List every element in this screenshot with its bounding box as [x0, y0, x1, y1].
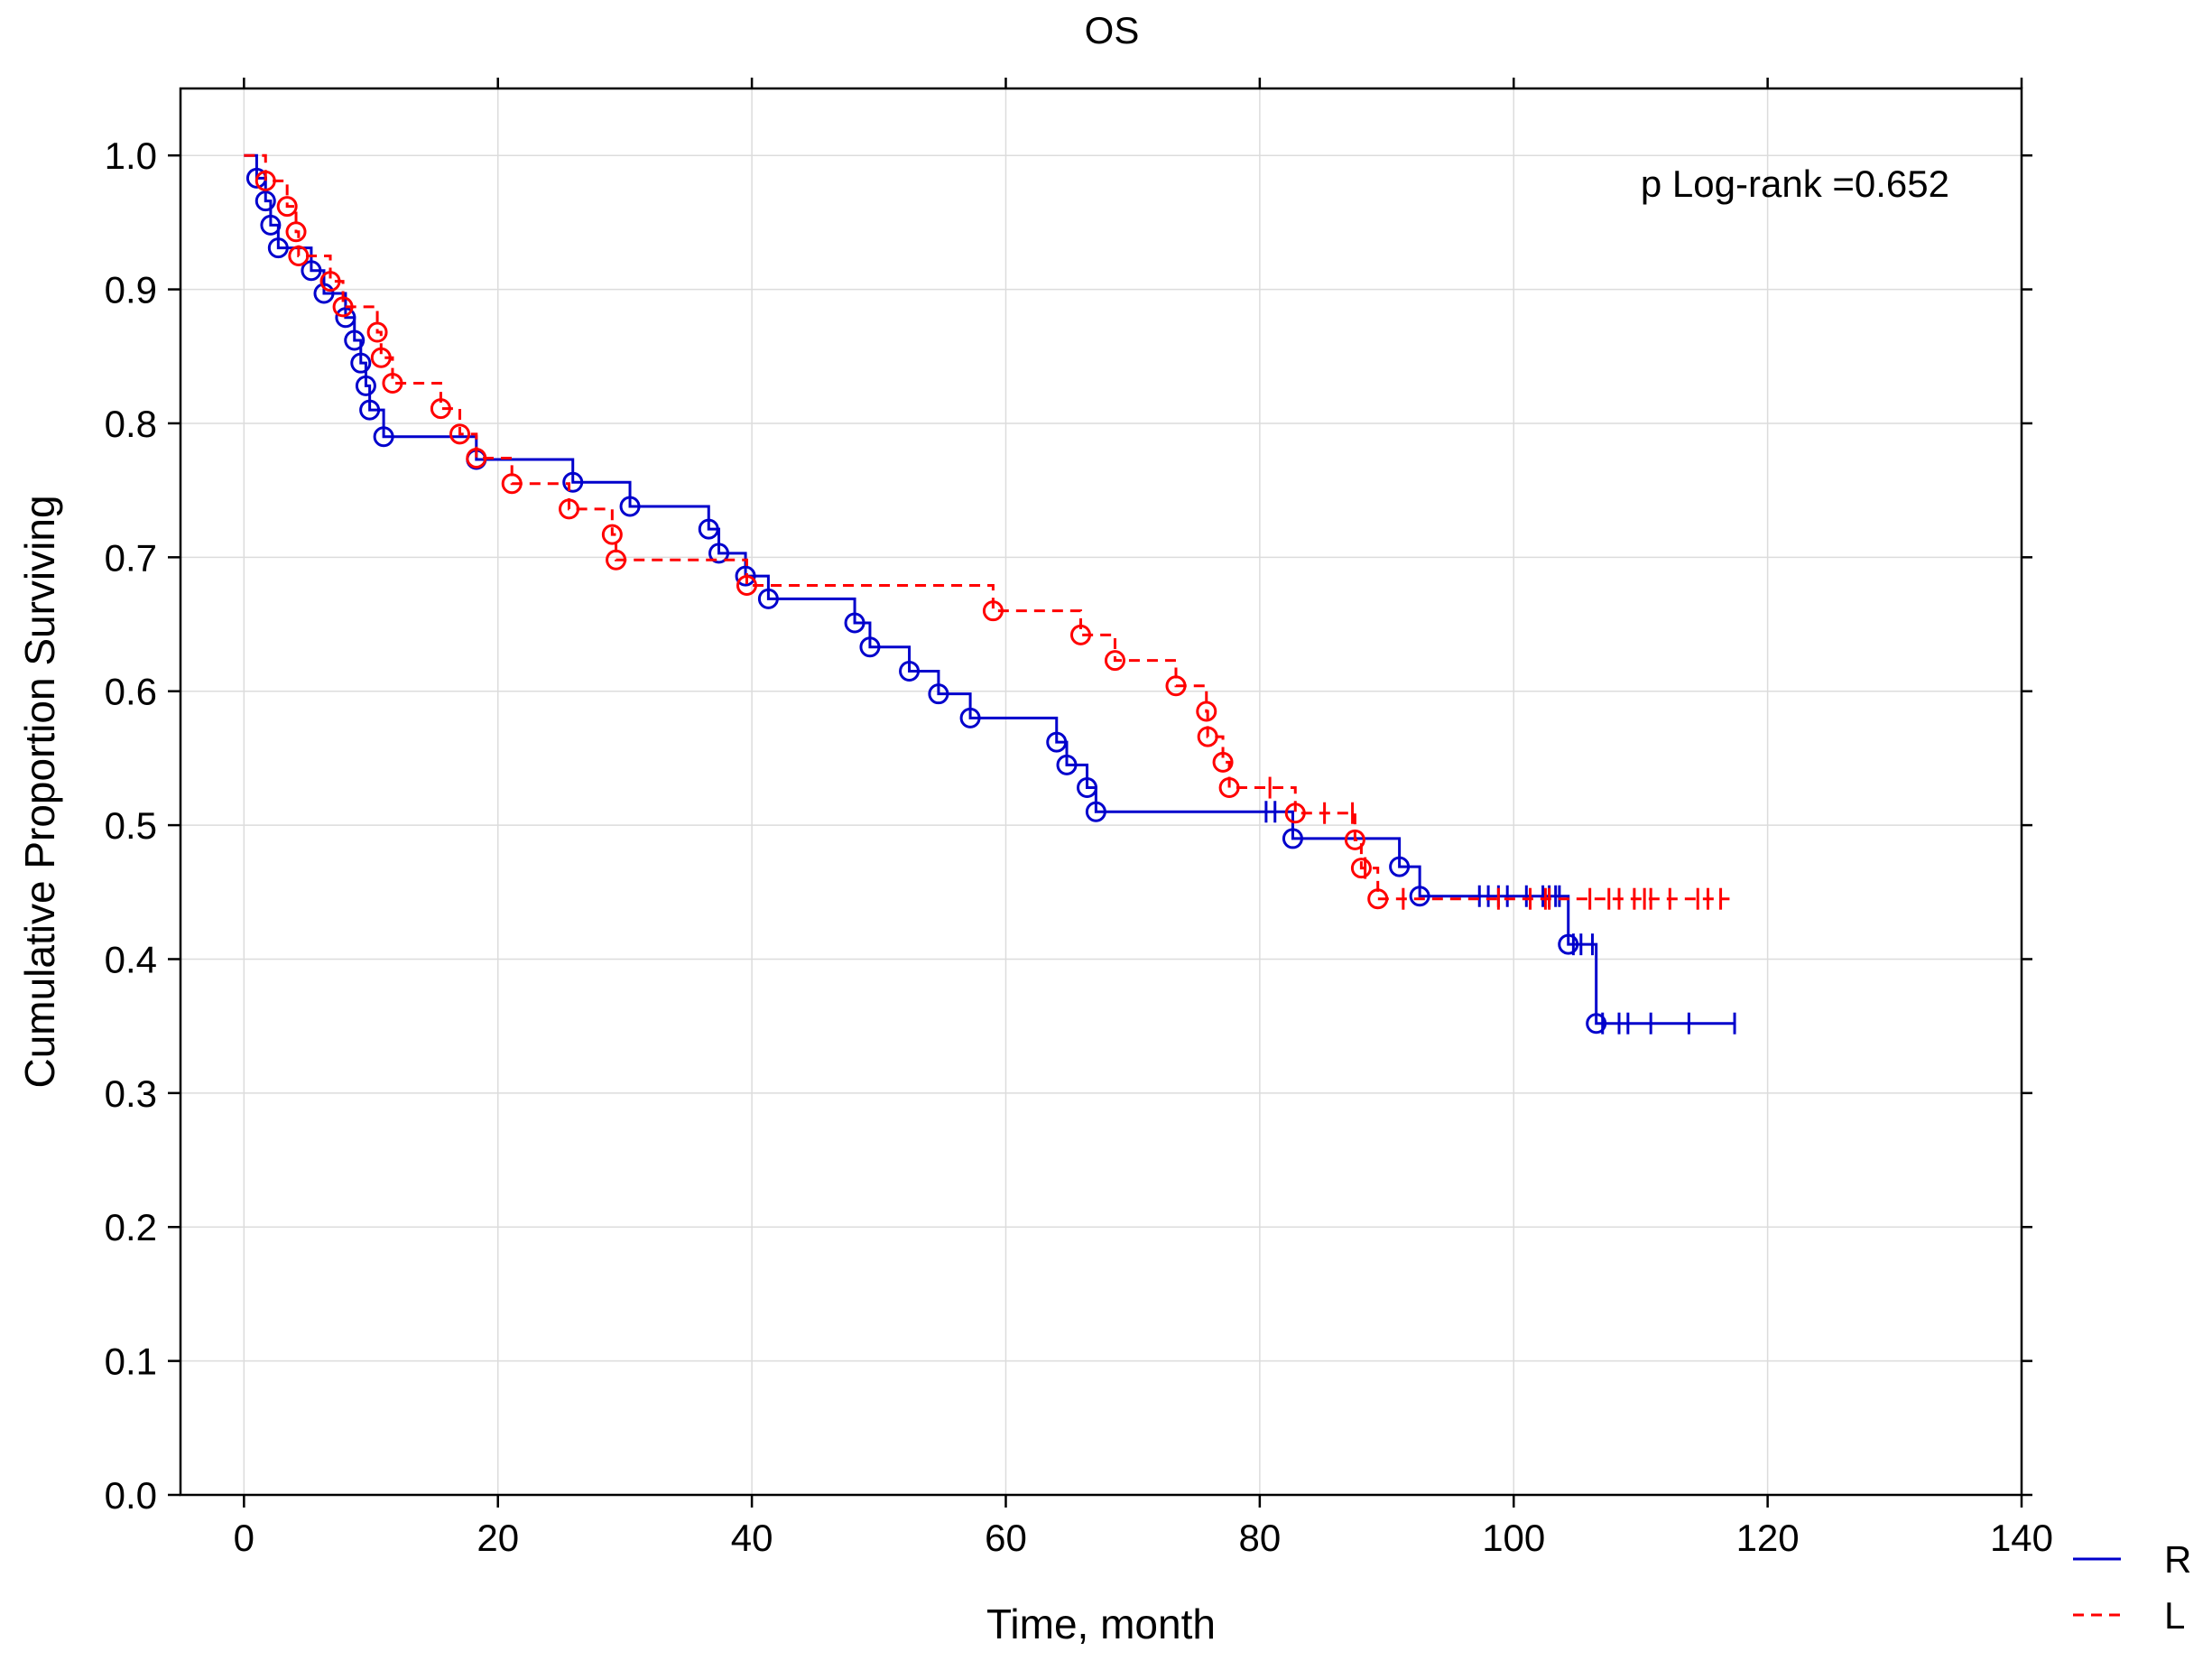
event-marker: [350, 352, 372, 374]
event-marker: [1056, 754, 1078, 775]
event-marker: [1282, 828, 1303, 849]
event-marker: [1389, 856, 1411, 877]
series-L: [244, 153, 1730, 910]
event-marker: [255, 190, 276, 212]
survival-step-line-R: [244, 153, 1736, 1025]
event-marker: [1046, 731, 1068, 753]
event-marker: [899, 660, 921, 682]
event-marker: [736, 574, 757, 596]
event-marker: [1085, 801, 1106, 822]
event-marker: [260, 214, 282, 236]
event-marker: [373, 426, 394, 448]
event-marker: [1284, 803, 1306, 824]
event-marker: [1344, 829, 1365, 850]
event-marker: [982, 600, 1004, 622]
event-marker: [301, 260, 322, 282]
event-marker: [332, 296, 354, 318]
event-marker: [466, 448, 487, 469]
grid-lines: [180, 88, 2022, 1496]
event-marker: [267, 237, 289, 259]
event-marker: [313, 283, 335, 304]
event-marker: [319, 271, 341, 292]
event-marker: [335, 307, 356, 329]
event-marker: [959, 707, 981, 728]
event-marker: [1367, 888, 1389, 910]
x-tick-label: 60: [985, 1517, 1027, 1559]
plot-frame: [179, 87, 2023, 1497]
y-axis-label: Cumulative Proportion Surviving: [16, 495, 63, 1088]
event-marker: [1104, 650, 1125, 672]
event-marker: [1196, 701, 1217, 722]
y-tick-label: 0.8: [105, 403, 157, 445]
event-marker: [928, 683, 949, 705]
event-marker: [1558, 933, 1579, 955]
event-marker: [382, 372, 403, 394]
event-marker: [1212, 751, 1234, 773]
x-tick-label: 120: [1736, 1517, 1800, 1559]
event-marker: [757, 588, 779, 609]
event-marker: [501, 473, 523, 495]
y-tick-label: 0.0: [105, 1474, 157, 1517]
x-tick-label: 140: [1990, 1517, 2053, 1559]
x-axis-label: Time, month: [986, 1601, 1216, 1647]
event-marker: [344, 329, 366, 351]
event-marker: [562, 471, 584, 493]
legend: RL: [2073, 1538, 2191, 1637]
y-tick-label: 0.9: [105, 269, 157, 311]
plot-area: [244, 153, 1736, 1035]
legend-label-L: L: [2164, 1594, 2185, 1637]
event-marker: [370, 347, 392, 368]
event-marker: [601, 524, 623, 545]
event-marker: [698, 518, 719, 540]
y-tick-label: 0.3: [105, 1072, 157, 1115]
x-tick-label: 80: [1239, 1517, 1282, 1559]
event-marker: [449, 423, 471, 445]
x-tick-label: 0: [234, 1517, 255, 1559]
y-tick-label: 0.2: [105, 1206, 157, 1248]
event-marker: [366, 321, 388, 343]
x-tick-label: 100: [1482, 1517, 1545, 1559]
event-marker: [285, 221, 307, 243]
event-marker: [288, 245, 310, 266]
event-marker: [1409, 886, 1430, 907]
event-marker: [1069, 624, 1091, 645]
y-tick-label: 0.1: [105, 1341, 157, 1383]
event-marker: [430, 398, 451, 420]
event-marker: [1218, 777, 1240, 799]
chart-title: OS: [1085, 9, 1140, 51]
event-marker: [619, 496, 641, 517]
event-marker: [1586, 1013, 1607, 1035]
axis-ticks: 0 20 40 60 80 100 120 140 0.0 0.1 0.2 0.3 0.4 0.5 0.6 0…: [105, 78, 2053, 1559]
y-tick-label: 0.4: [105, 938, 157, 980]
y-tick-label: 0.6: [105, 671, 157, 713]
event-marker: [735, 565, 756, 587]
event-marker: [1197, 726, 1218, 747]
p-value-annotation: p Log-rank =0.652: [1641, 162, 1949, 205]
event-marker: [559, 498, 580, 520]
event-marker: [276, 196, 298, 218]
event-marker: [1350, 858, 1372, 879]
event-marker: [255, 170, 276, 191]
event-marker: [1077, 777, 1098, 799]
y-tick-label: 0.7: [105, 536, 157, 579]
series-R: [244, 153, 1736, 1035]
event-marker: [1165, 675, 1187, 697]
event-marker: [708, 543, 730, 564]
survival-step-line-L: [244, 153, 1730, 901]
event-marker: [359, 399, 381, 421]
x-tick-label: 40: [731, 1517, 773, 1559]
x-tick-label: 20: [477, 1517, 519, 1559]
event-marker: [844, 612, 865, 634]
y-tick-label: 1.0: [105, 135, 157, 177]
event-marker: [355, 375, 376, 396]
event-marker: [606, 549, 627, 571]
y-tick-label: 0.5: [105, 804, 157, 847]
legend-label-R: R: [2164, 1538, 2191, 1581]
event-marker: [859, 636, 881, 658]
